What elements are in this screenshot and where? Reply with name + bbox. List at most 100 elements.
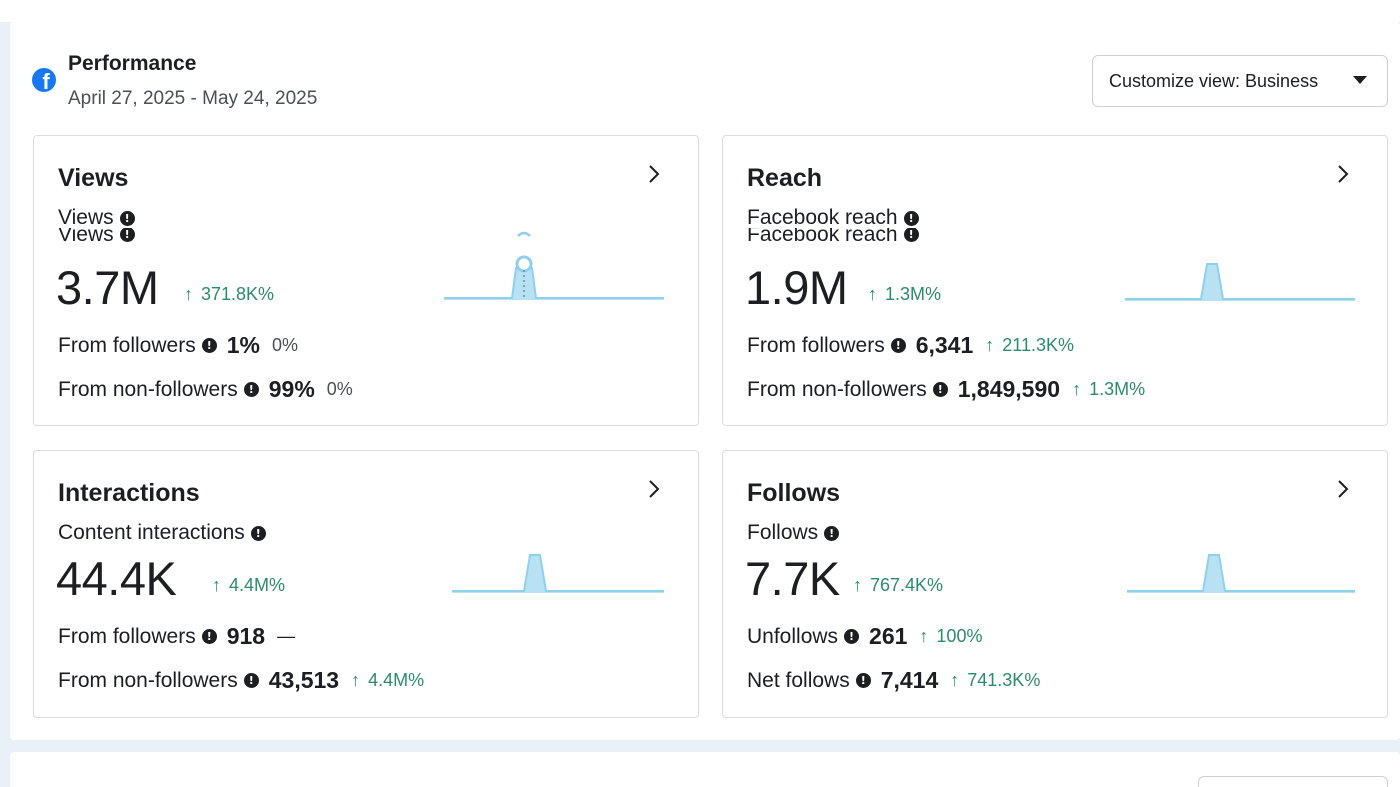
metric-change: ↑ 4.4M% bbox=[212, 575, 285, 596]
sub-value: 1% bbox=[226, 332, 260, 358]
sub-change: 0% bbox=[326, 379, 353, 399]
info-icon[interactable]: ! bbox=[201, 338, 217, 353]
next-panel bbox=[10, 752, 1400, 787]
sub-label: From non-followers bbox=[58, 377, 238, 401]
metric-change: ↑ 1.3M% bbox=[868, 284, 941, 305]
info-icon[interactable]: ! bbox=[201, 629, 217, 644]
card-title: Follows bbox=[747, 479, 841, 507]
arrow-up-icon: ↑ bbox=[919, 626, 929, 646]
sub-change-text: 100% bbox=[936, 626, 983, 646]
metric-change: ↑ 371.8K% bbox=[184, 284, 274, 305]
arrow-up-icon: ↑ bbox=[853, 575, 862, 595]
info-icon[interactable]: ! bbox=[903, 210, 919, 226]
metric-change-text: 371.8K% bbox=[201, 284, 275, 304]
from-non-followers-row: From non-followers ! 1,849,590 ↑ 1.3M% bbox=[747, 376, 1145, 403]
views-card[interactable]: Views Views ! Views ! 3.7M ↑ 371.8K% Fro… bbox=[33, 135, 699, 426]
sub-change: ↑ 100% bbox=[919, 626, 982, 647]
sub-change: 0% bbox=[271, 335, 298, 355]
reach-card[interactable]: Reach Facebook reach ! Facebook reach ! … bbox=[722, 135, 1388, 426]
metric-label-text: Content interactions bbox=[58, 521, 245, 544]
metric-change-text: 1.3M% bbox=[885, 284, 942, 304]
arrow-up-icon: ↑ bbox=[212, 575, 221, 595]
sub-value: 6,341 bbox=[915, 332, 974, 358]
date-range: April 27, 2025 - May 24, 2025 bbox=[68, 88, 318, 109]
metric-change-text: 4.4M% bbox=[229, 575, 286, 595]
metric-value: 7.7K bbox=[745, 552, 840, 605]
info-icon[interactable]: ! bbox=[243, 673, 259, 688]
sub-change: ↑ 1.3M% bbox=[1072, 379, 1145, 400]
info-icon[interactable]: ! bbox=[824, 525, 840, 541]
unfollows-row: Unfollows ! 261 ↑ 100% bbox=[747, 623, 982, 650]
chevron-right-icon[interactable] bbox=[1333, 162, 1353, 186]
metric-label-text: Views bbox=[58, 206, 114, 229]
sub-value: 1,849,590 bbox=[957, 376, 1061, 402]
metric-value: 44.4K bbox=[56, 552, 177, 605]
info-icon[interactable]: ! bbox=[890, 338, 906, 353]
sub-value: 261 bbox=[869, 623, 908, 649]
info-icon[interactable]: ! bbox=[932, 382, 948, 397]
customize-view-dropdown[interactable]: Customize view: Business bbox=[1092, 55, 1388, 107]
info-icon: ! bbox=[119, 228, 135, 242]
sub-label: From followers bbox=[58, 624, 196, 648]
metric-label: Facebook reach ! bbox=[747, 206, 919, 230]
arrow-up-icon: ↑ bbox=[184, 284, 193, 304]
card-title: Views bbox=[58, 164, 129, 192]
sparkline-chart bbox=[444, 231, 664, 300]
arrow-up-icon: ↑ bbox=[1072, 379, 1082, 399]
follows-card[interactable]: Follows Follows ! 7.7K ↑ 767.4K% Unfollo… bbox=[722, 450, 1388, 718]
card-title: Interactions bbox=[58, 479, 200, 507]
metric-label-duplicate-text: Views bbox=[58, 228, 114, 242]
chevron-right-icon[interactable] bbox=[644, 477, 664, 501]
chevron-right-icon[interactable] bbox=[644, 162, 664, 186]
panel-header: f Performance April 27, 2025 - May 24, 2… bbox=[10, 22, 1400, 132]
sparkline-chart bbox=[1125, 263, 1355, 301]
info-icon[interactable]: ! bbox=[250, 525, 266, 541]
metric-label: Follows ! bbox=[747, 521, 840, 545]
metric-label-text: Follows bbox=[747, 521, 819, 544]
page-title: Performance bbox=[68, 52, 197, 75]
chevron-right-icon[interactable] bbox=[1333, 477, 1353, 501]
interactions-card[interactable]: Interactions Content interactions ! 44.4… bbox=[33, 450, 699, 718]
from-non-followers-row: From non-followers ! 99% 0% bbox=[58, 376, 353, 403]
info-icon[interactable]: ! bbox=[119, 210, 135, 226]
performance-panel: f Performance April 27, 2025 - May 24, 2… bbox=[10, 22, 1400, 740]
from-followers-row: From followers ! 6,341 ↑ 211.3K% bbox=[747, 332, 1074, 359]
info-icon[interactable]: ! bbox=[844, 629, 860, 644]
sub-value: 99% bbox=[268, 376, 315, 402]
card-title: Reach bbox=[747, 164, 823, 192]
info-icon[interactable]: ! bbox=[243, 382, 259, 397]
sparkline-chart bbox=[452, 554, 664, 593]
caret-down-icon bbox=[1353, 76, 1367, 84]
metric-label: Views ! bbox=[58, 206, 135, 230]
sub-label: From non-followers bbox=[747, 377, 927, 401]
from-followers-row: From followers ! 918 — bbox=[58, 623, 295, 650]
sub-label: From non-followers bbox=[58, 668, 238, 692]
sparkline-chart bbox=[1127, 554, 1355, 593]
sub-value: 43,513 bbox=[268, 667, 340, 693]
sub-change: ↑ 211.3K% bbox=[985, 335, 1074, 356]
from-followers-row: From followers ! 1% 0% bbox=[58, 332, 298, 359]
sub-change-text: 4.4M% bbox=[368, 670, 425, 690]
from-non-followers-row: From non-followers ! 43,513 ↑ 4.4M% bbox=[58, 667, 424, 694]
metric-label-duplicate-text: Facebook reach bbox=[747, 228, 898, 242]
top-band bbox=[0, 0, 1400, 22]
info-icon[interactable]: ! bbox=[855, 673, 871, 688]
sub-label: Net follows bbox=[747, 668, 850, 692]
sub-label: From followers bbox=[747, 333, 885, 357]
arrow-up-icon: ↑ bbox=[351, 670, 361, 690]
next-panel-button[interactable] bbox=[1198, 776, 1388, 787]
metric-label-text: Facebook reach bbox=[747, 206, 898, 229]
metric-change: ↑ 767.4K% bbox=[853, 575, 943, 596]
arrow-up-icon: ↑ bbox=[950, 670, 960, 690]
customize-view-label: Customize view: Business bbox=[1109, 70, 1319, 91]
arrow-up-icon: ↑ bbox=[985, 335, 995, 355]
sub-change-text: 1.3M% bbox=[1089, 379, 1146, 399]
sub-change: ↑ 741.3K% bbox=[950, 670, 1040, 691]
metric-value: 1.9M bbox=[745, 261, 848, 314]
metric-label-duplicate: Facebook reach ! bbox=[747, 228, 919, 242]
facebook-logo-icon: f bbox=[32, 68, 56, 92]
sub-change-text: 741.3K% bbox=[967, 670, 1041, 690]
sub-value: 918 bbox=[226, 623, 266, 649]
sub-label: From followers bbox=[58, 333, 196, 357]
arrow-up-icon: ↑ bbox=[868, 284, 877, 304]
